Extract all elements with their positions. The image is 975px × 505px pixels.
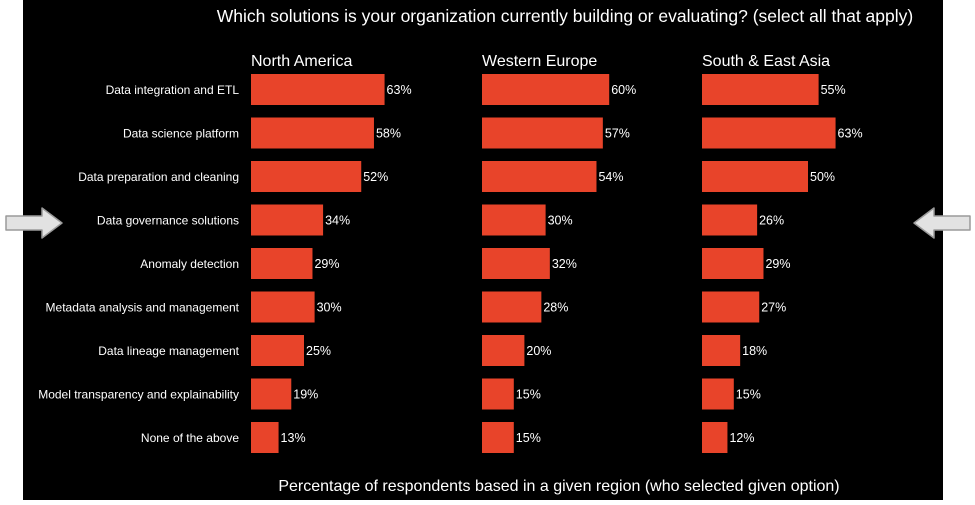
- bar-north-america-data-integration-and-etl: [251, 74, 385, 105]
- region-panels: North America 63% 58% 52% 34% 29% 30% 25% 19% 13%…: [251, 53, 863, 453]
- bar-western-europe-model-transparency-and-explainability: [482, 378, 514, 410]
- category-labels: Data integration and ETL Data science pla…: [38, 83, 239, 445]
- bar-western-europe-data-lineage-management: [482, 335, 525, 366]
- value-label: 55%: [821, 83, 846, 97]
- value-label: 20%: [526, 344, 551, 358]
- value-label: 12%: [729, 431, 754, 445]
- category-label-data-preparation-and-cleaning: Data preparation and cleaning: [78, 170, 239, 184]
- category-label-model-transparency-and-explainability: Model transparency and explainability: [38, 388, 239, 402]
- category-label-data-integration-and-etl: Data integration and ETL: [106, 83, 240, 97]
- bar-north-america-data-governance-solutions: [251, 204, 324, 236]
- bar-south-and-east-asia-metadata-analysis-and-management: [702, 291, 760, 323]
- bar-south-and-east-asia-data-science-platform: [702, 117, 836, 149]
- bar-south-and-east-asia-none-of-the-above: [702, 422, 728, 453]
- chart-title: Which solutions is your organization cur…: [217, 6, 913, 26]
- value-label: 15%: [516, 388, 541, 402]
- bar-western-europe-data-integration-and-etl: [482, 74, 610, 105]
- value-label: 18%: [742, 344, 767, 358]
- value-label: 52%: [363, 170, 388, 184]
- value-label: 54%: [598, 170, 623, 184]
- value-label: 15%: [516, 431, 541, 445]
- bar-western-europe-anomaly-detection: [482, 248, 550, 279]
- value-label: 30%: [317, 301, 342, 315]
- value-label: 25%: [306, 344, 331, 358]
- category-label-metadata-analysis-and-management: Metadata analysis and management: [46, 301, 240, 315]
- value-label: 57%: [605, 127, 630, 141]
- bar-north-america-anomaly-detection: [251, 248, 313, 279]
- bar-south-and-east-asia-data-lineage-management: [702, 335, 741, 366]
- bar-western-europe-metadata-analysis-and-management: [482, 291, 542, 323]
- bar-north-america-metadata-analysis-and-management: [251, 291, 315, 323]
- bar-chart: Which solutions is your organization cur…: [38, 6, 913, 495]
- bar-south-and-east-asia-data-integration-and-etl: [702, 74, 819, 105]
- value-label: 50%: [810, 170, 835, 184]
- value-label: 63%: [838, 127, 863, 141]
- value-label: 30%: [548, 214, 573, 228]
- category-label-data-governance-solutions: Data governance solutions: [97, 214, 239, 228]
- category-label-none-of-the-above: None of the above: [141, 431, 239, 445]
- value-label: 60%: [611, 83, 636, 97]
- panel-western-europe: Western Europe 60% 57% 54% 30% 32% 28% 20% 15% 15…: [482, 53, 636, 453]
- value-label: 19%: [293, 388, 318, 402]
- arrow-right-icon: [5, 207, 63, 239]
- arrow-left-icon: [913, 207, 971, 239]
- bar-south-and-east-asia-model-transparency-and-explainability: [702, 378, 734, 410]
- value-label: 32%: [552, 257, 577, 271]
- value-label: 28%: [543, 301, 568, 315]
- x-axis-label: Percentage of respondents based in a giv…: [278, 478, 839, 495]
- value-label: 27%: [761, 301, 786, 315]
- series-title-western-europe: Western Europe: [482, 53, 597, 70]
- value-label: 26%: [759, 214, 784, 228]
- bar-western-europe-data-governance-solutions: [482, 204, 546, 236]
- panel-south-and-east-asia: South & East Asia 55% 63% 50% 26% 29% 27% 18% 15…: [702, 53, 863, 453]
- chart-panel: Which solutions is your organization cur…: [23, 0, 943, 500]
- bar-south-and-east-asia-data-preparation-and-cleaning: [702, 161, 808, 192]
- bar-south-and-east-asia-data-governance-solutions: [702, 204, 758, 236]
- bar-north-america-data-lineage-management: [251, 335, 304, 366]
- series-title-south-and-east-asia: South & East Asia: [702, 53, 830, 70]
- value-label: 13%: [281, 431, 306, 445]
- bar-north-america-none-of-the-above: [251, 422, 279, 453]
- bar-western-europe-data-science-platform: [482, 117, 603, 149]
- value-label: 34%: [325, 214, 350, 228]
- series-title-north-america: North America: [251, 53, 352, 70]
- bar-western-europe-none-of-the-above: [482, 422, 514, 453]
- bar-south-and-east-asia-anomaly-detection: [702, 248, 764, 279]
- value-label: 63%: [387, 83, 412, 97]
- category-label-data-science-platform: Data science platform: [123, 127, 239, 141]
- value-label: 15%: [736, 388, 761, 402]
- bar-north-america-data-science-platform: [251, 117, 374, 149]
- panel-north-america: North America 63% 58% 52% 34% 29% 30% 25% 19% 13%: [251, 53, 412, 453]
- category-label-anomaly-detection: Anomaly detection: [140, 257, 239, 271]
- value-label: 29%: [765, 257, 790, 271]
- value-label: 58%: [376, 127, 401, 141]
- category-label-data-lineage-management: Data lineage management: [98, 344, 239, 358]
- bar-north-america-model-transparency-and-explainability: [251, 378, 292, 410]
- value-label: 29%: [314, 257, 339, 271]
- bar-western-europe-data-preparation-and-cleaning: [482, 161, 597, 192]
- bar-north-america-data-preparation-and-cleaning: [251, 161, 362, 192]
